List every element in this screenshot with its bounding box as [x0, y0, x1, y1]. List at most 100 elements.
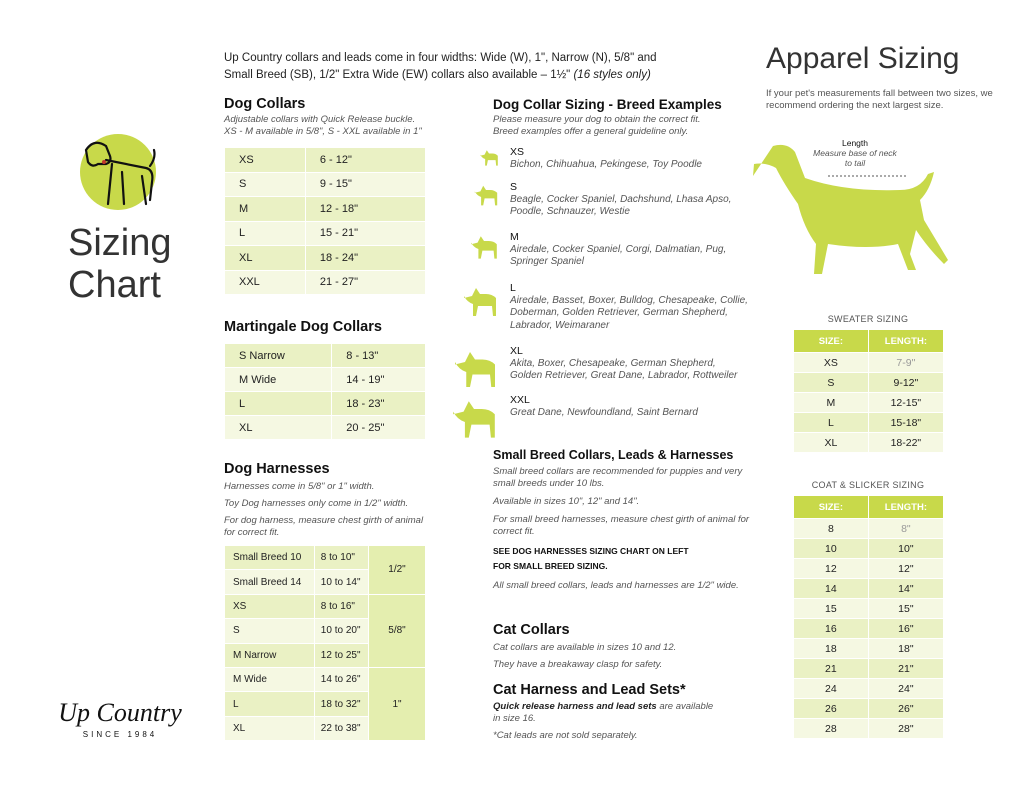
length-cell: 16"	[867, 618, 945, 639]
length-cell: 28"	[867, 718, 945, 739]
length-cell: 8"	[867, 518, 945, 539]
breed-examples-title: Dog Collar Sizing - Breed Examples	[493, 97, 722, 112]
cat-harness-title: Cat Harness and Lead Sets*	[493, 682, 686, 698]
length-cell: 18"	[867, 638, 945, 659]
table-row: Small Breed 10 8 to 10" 1/2"	[224, 544, 426, 595]
breed-examples: Beagle, Cocker Spaniel, Dachshund, Lhasa…	[510, 193, 732, 218]
size-cell: XL	[223, 415, 333, 440]
range-cell: 18 - 24"	[304, 245, 427, 271]
size-cell: 21	[793, 658, 869, 679]
size-cell: XS	[224, 147, 306, 173]
dog-collars-note: Adjustable collars with Quick Release bu…	[224, 114, 422, 137]
table-row: S 10 to 20"	[224, 618, 426, 644]
breed-size: M	[510, 231, 519, 243]
length-label: Length Measure base of neck to tail	[813, 138, 897, 168]
length-cell: 12"	[867, 558, 945, 579]
length-cell: 10"	[867, 538, 945, 559]
length-cell: 14"	[867, 578, 945, 599]
size-cell: Small Breed 14	[224, 569, 315, 595]
breed-item: XL Akita, Boxer, Chesapeake, German Sheph…	[510, 345, 750, 383]
table-row: XL 22 to 38"	[224, 715, 426, 742]
table-row: 18 18"	[793, 638, 945, 659]
size-cell: 14	[793, 578, 869, 599]
coat-sizing-table: SIZE: LENGTH: 8 8" 10 10" 12 12" 14 14" 15 15" 16 16"…	[793, 495, 945, 739]
size-cell: 10	[793, 538, 869, 559]
table-row: M 12-15"	[793, 392, 945, 413]
size-cell: 12	[793, 558, 869, 579]
size-cell: XL	[224, 715, 315, 742]
up-country-logo: Up Country SINCE 1984	[58, 698, 182, 739]
breed-item: XXL Great Dane, Newfoundland, Saint Berna…	[510, 394, 750, 419]
range-cell: 22 to 38"	[313, 715, 370, 742]
table-row: 8 8"	[793, 518, 945, 539]
table-row: 26 26"	[793, 698, 945, 719]
breed-item: M Airedale, Cocker Spaniel, Corgi, Dalmat…	[510, 231, 750, 269]
dog-collars-title: Dog Collars	[224, 96, 306, 112]
size-cell: M Wide	[223, 367, 333, 392]
length-cell: 9-12"	[867, 372, 945, 393]
range-cell: 10 to 14"	[313, 569, 370, 595]
breed-examples: Akita, Boxer, Chesapeake, German Shepher…	[510, 357, 738, 382]
size-cell: S Narrow	[223, 343, 333, 368]
sizing-chart-title: Sizing Chart	[68, 222, 172, 306]
size-cell: 24	[793, 678, 869, 699]
table-row: XS 7-9"	[793, 352, 945, 373]
range-cell: 8 to 16"	[313, 593, 370, 620]
range-cell: 9 - 15"	[304, 171, 427, 197]
size-cell: M	[224, 196, 306, 222]
sweater-sizing-table: SIZE: LENGTH: XS 7-9" S 9-12" M 12-15" L 15-18" XL…	[793, 329, 945, 453]
size-cell: M	[793, 392, 869, 413]
table-row: S 9-12"	[793, 372, 945, 393]
size-cell: XL	[793, 432, 869, 453]
dog-collars-table: XS 6 - 12" S 9 - 15" M 12 - 18" L 15 - 21" XL 18 …	[224, 147, 427, 295]
breed-size: XXL	[510, 394, 530, 406]
column-header: LENGTH:	[867, 495, 945, 519]
dog-breed-icon	[453, 401, 495, 438]
size-cell: L	[224, 220, 306, 246]
dog-silhouette-icon	[753, 144, 948, 274]
table-row: L 15 - 21"	[224, 220, 427, 246]
column-header: LENGTH:	[867, 329, 945, 353]
sweater-sizing-title: SWEATER SIZING	[827, 314, 909, 324]
breed-size: L	[510, 282, 516, 294]
size-cell: S	[224, 618, 315, 644]
breed-examples: Airedale, Basset, Boxer, Bulldog, Chesap…	[510, 294, 748, 331]
table-row: L 18 - 23"	[223, 391, 426, 416]
cat-collars-note: Cat collars are available in sizes 10 an…	[493, 642, 677, 670]
size-cell: 28	[793, 718, 869, 739]
table-row: M Narrow 12 to 25"	[224, 642, 426, 668]
length-cell: 15-18"	[867, 412, 945, 433]
table-row: 16 16"	[793, 618, 945, 639]
table-row: S Narrow 8 - 13"	[223, 343, 426, 368]
breed-item: XS Bichon, Chihuahua, Pekingese, Toy Pood…	[510, 146, 750, 171]
size-cell: 15	[793, 598, 869, 619]
length-cell: 12-15"	[867, 392, 945, 413]
width-cell: 1/2"	[368, 545, 426, 595]
range-cell: 12 - 18"	[304, 196, 427, 222]
breed-size: XL	[510, 345, 523, 357]
range-cell: 10 to 20"	[313, 618, 370, 644]
range-cell: 8 to 10"	[313, 544, 370, 571]
size-cell: L	[224, 691, 315, 717]
dog-breed-icon	[455, 352, 495, 387]
table-row: M Wide 14 - 19"	[223, 367, 426, 392]
breed-size: S	[510, 181, 518, 193]
martingale-table: S Narrow 8 - 13" M Wide 14 - 19" L 18 - 23" XL…	[223, 343, 426, 440]
coat-sizing-title: COAT & SLICKER SIZING	[811, 480, 925, 490]
table-row: 12 12"	[793, 558, 945, 579]
table-row: XL 20 - 25"	[223, 415, 426, 440]
size-cell: 26	[793, 698, 869, 719]
range-cell: 18 - 23"	[331, 391, 426, 416]
size-cell: L	[223, 391, 333, 416]
martingale-title: Martingale Dog Collars	[224, 319, 382, 335]
breed-item: S Beagle, Cocker Spaniel, Dachshund, Lhas…	[510, 181, 750, 219]
column-header: SIZE:	[793, 495, 869, 519]
size-cell: M Narrow	[224, 642, 315, 668]
table-row: M Wide 14 to 26" 1"	[224, 666, 426, 742]
small-breed-section: Small Breed Collars, Leads & Harnesses S…	[493, 448, 750, 591]
size-cell: S	[224, 171, 306, 197]
table-row: 24 24"	[793, 678, 945, 699]
column-header: SIZE:	[793, 329, 869, 353]
breed-examples-note: Please measure your dog to obtain the co…	[493, 114, 701, 137]
size-cell: 18	[793, 638, 869, 659]
